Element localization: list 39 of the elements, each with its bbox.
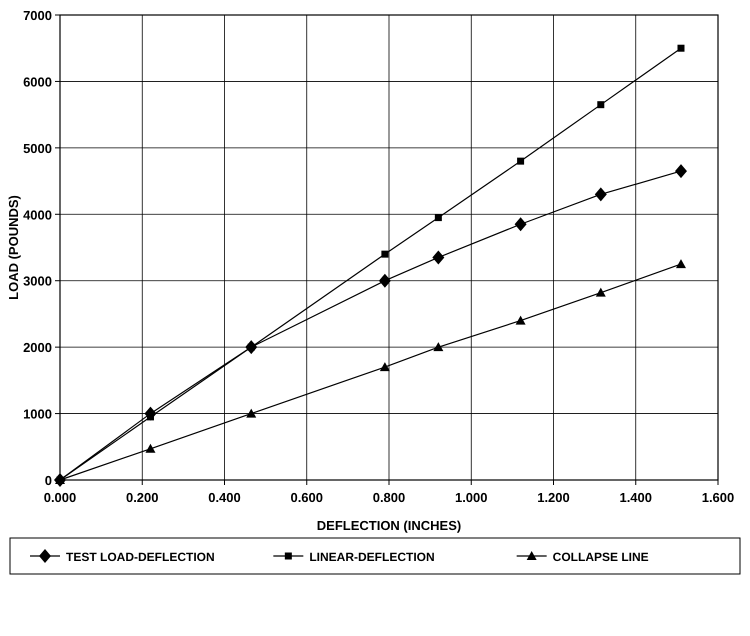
- y-tick-label: 3000: [23, 274, 52, 289]
- y-tick-label: 5000: [23, 140, 52, 156]
- point: [380, 362, 390, 372]
- point: [597, 101, 604, 108]
- y-tick-label: 7000: [23, 8, 52, 23]
- y-axis-title: LOAD (POUNDS): [6, 195, 21, 300]
- point: [433, 342, 444, 352]
- x-tick-label: 1.200: [537, 490, 570, 505]
- x-tick-label: 1.000: [454, 490, 488, 505]
- x-tick-label: 0.800: [372, 490, 406, 505]
- y-tick-label: 2000: [23, 340, 52, 356]
- point: [596, 288, 606, 297]
- point: [514, 217, 527, 232]
- point: [516, 316, 526, 325]
- point: [432, 250, 444, 264]
- x-tick-label: 0.400: [208, 490, 241, 505]
- point: [677, 44, 684, 52]
- x-tick-label: 1.600: [702, 490, 734, 505]
- y-tick-label: 4000: [23, 207, 52, 222]
- x-tick-label: 0.600: [290, 490, 324, 505]
- x-axis-title: DEFLECTION (INCHES): [316, 518, 462, 533]
- x-tick-label: 0.000: [44, 490, 76, 505]
- point: [145, 444, 156, 453]
- y-tick-label: 1000: [23, 406, 52, 422]
- x-tick-label: 0.200: [126, 490, 159, 505]
- point: [381, 250, 388, 258]
- x-tick-label: 1.400: [619, 490, 652, 505]
- point: [246, 408, 256, 418]
- point: [378, 274, 391, 288]
- point: [517, 158, 524, 165]
- legend-label: LINEAR-DEFLECTION: [309, 550, 435, 564]
- y-tick-label: 6000: [23, 74, 52, 90]
- point: [676, 259, 686, 268]
- point: [434, 214, 442, 222]
- point: [594, 187, 607, 202]
- point: [674, 164, 687, 178]
- legend-label: COLLAPSE LINE: [552, 550, 649, 564]
- legend-label: TEST LOAD-DEFLECTION: [66, 550, 215, 564]
- y-tick-label: 0: [44, 473, 52, 488]
